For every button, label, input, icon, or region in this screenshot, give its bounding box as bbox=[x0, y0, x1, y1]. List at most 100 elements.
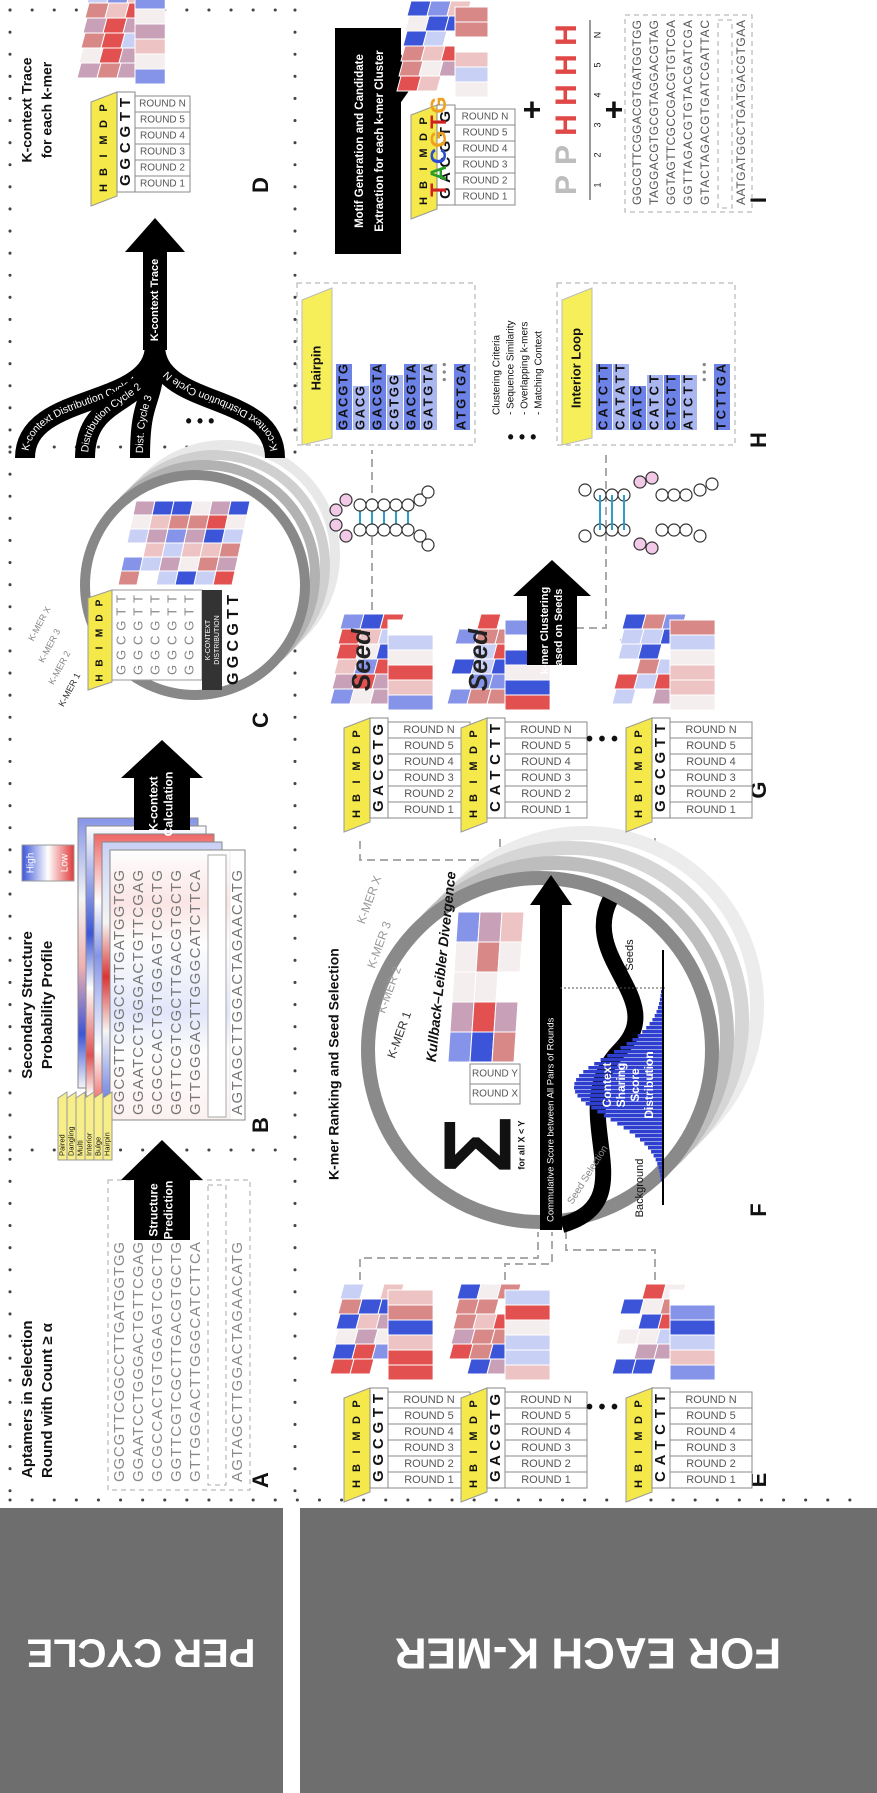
heat-side bbox=[670, 635, 715, 650]
histogram-bar bbox=[661, 994, 662, 998]
round-label: ROUND 2 bbox=[686, 788, 736, 800]
heat-cell bbox=[146, 529, 168, 543]
sequence: AGTAGCTTGGACTAGAACATG bbox=[229, 870, 246, 1115]
heat-cell bbox=[476, 942, 500, 972]
context-letter: D bbox=[633, 1416, 645, 1424]
histogram-bar bbox=[651, 1150, 662, 1154]
heat-cell bbox=[190, 501, 212, 515]
histogram-bar bbox=[627, 1042, 662, 1046]
nucleotide bbox=[680, 489, 692, 501]
logo-letter: A bbox=[426, 165, 451, 181]
heat-cell bbox=[448, 1032, 472, 1062]
round-label: ROUND 4 bbox=[521, 1426, 571, 1438]
logo-position: 5 bbox=[592, 62, 602, 67]
heat-side bbox=[670, 665, 715, 680]
heat-cell bbox=[194, 571, 216, 585]
arrow-head bbox=[125, 218, 185, 252]
round-label: ROUND 5 bbox=[462, 128, 507, 139]
nucleotide bbox=[579, 484, 591, 496]
histogram-bar bbox=[661, 1178, 662, 1182]
histogram-bar bbox=[620, 1046, 662, 1050]
heat-cell bbox=[156, 571, 178, 585]
heat-cell bbox=[492, 1032, 516, 1062]
histogram-bar bbox=[659, 1002, 662, 1006]
connector bbox=[505, 1232, 552, 1280]
panel-letter: I bbox=[746, 197, 771, 203]
context-letter: I bbox=[351, 780, 363, 783]
context-letter: H bbox=[468, 810, 480, 818]
round-label: ROUND 3 bbox=[140, 147, 185, 158]
context-letter: P bbox=[468, 730, 480, 737]
sum-range: for all X < Y bbox=[516, 1120, 526, 1169]
panel-letter: D bbox=[248, 177, 273, 193]
heat-side bbox=[670, 1350, 715, 1365]
heat-side bbox=[135, 54, 165, 69]
heat-side bbox=[670, 1335, 715, 1350]
heat-cell bbox=[159, 557, 181, 571]
context-letter: P bbox=[95, 599, 106, 606]
heat-cell bbox=[209, 501, 231, 515]
round-label: ROUND N bbox=[403, 1394, 454, 1406]
heat-cell bbox=[184, 529, 206, 543]
arrow-label: Calculation bbox=[162, 772, 176, 837]
context-name: Interior bbox=[84, 1132, 93, 1156]
heat-side bbox=[388, 1365, 433, 1380]
heat-side bbox=[388, 1290, 433, 1305]
histogram-bar bbox=[661, 990, 662, 994]
nucleotide bbox=[646, 542, 658, 554]
context-letter: B bbox=[95, 659, 106, 666]
context-letter: P bbox=[468, 1400, 480, 1407]
plus: + bbox=[523, 91, 542, 127]
histogram-bar bbox=[632, 1038, 662, 1042]
histogram-bar bbox=[659, 1166, 662, 1170]
heat-side bbox=[505, 1350, 550, 1365]
heat-cell bbox=[143, 543, 165, 557]
sequence: GTACTAGACGTGATCGATTAC bbox=[698, 20, 712, 205]
nucleotide bbox=[354, 524, 366, 536]
heat-side bbox=[135, 69, 165, 84]
context-letter: H bbox=[418, 197, 430, 205]
heat-cell bbox=[162, 543, 184, 557]
heat-side bbox=[388, 680, 433, 695]
round-label: ROUND 1 bbox=[404, 1474, 454, 1486]
criteria-label: - Matching Context bbox=[534, 331, 545, 415]
round-label: ROUND 2 bbox=[404, 788, 454, 800]
distribution-label: Score bbox=[628, 1068, 642, 1102]
histogram-bar bbox=[655, 1014, 662, 1018]
fork-trace-label: K-context Trace bbox=[149, 259, 161, 342]
context-letter: P bbox=[351, 730, 363, 737]
ellipsis: • • • bbox=[186, 411, 215, 431]
round-label: ROUND 1 bbox=[686, 1474, 736, 1486]
logo-position: 3 bbox=[592, 122, 602, 127]
sequence: GTTGGGACTTGGGCATCTTCA bbox=[187, 1242, 204, 1482]
nucleotide bbox=[390, 524, 402, 536]
logo-letter: H bbox=[550, 114, 583, 136]
cluster-title: Interior Loop bbox=[568, 328, 583, 408]
round-label: ROUND 4 bbox=[521, 756, 571, 768]
heat-cell bbox=[203, 529, 225, 543]
heat-cell bbox=[470, 1032, 494, 1062]
sequence-gap bbox=[718, 20, 732, 208]
heat-side bbox=[505, 1335, 550, 1350]
heat-cell bbox=[168, 515, 190, 529]
heat-side bbox=[388, 1335, 433, 1350]
context-letter: D bbox=[95, 614, 106, 621]
heat-cell bbox=[124, 543, 146, 557]
nucleotide bbox=[634, 538, 646, 550]
legend-label: Low bbox=[60, 853, 71, 872]
round-label: ROUND 5 bbox=[404, 740, 454, 752]
figure: PER CYCLEFOR EACH K-MERABCDEFGHIAptamers… bbox=[0, 0, 877, 1793]
nucleotide bbox=[390, 499, 402, 511]
sequence: TAGGACGTGCGTAGGACGTAG bbox=[647, 20, 661, 205]
context-letter: M bbox=[351, 1431, 363, 1440]
histogram-bar bbox=[652, 1018, 662, 1022]
heat-cell bbox=[197, 557, 219, 571]
background-label: Background bbox=[634, 1159, 646, 1218]
heat-cell bbox=[228, 501, 250, 515]
histogram-bar bbox=[640, 1138, 662, 1142]
round-label: ROUND N bbox=[403, 724, 454, 736]
heat-cell bbox=[219, 543, 241, 557]
heat-cell bbox=[222, 529, 244, 543]
round-label: ROUND 3 bbox=[521, 772, 571, 784]
connector bbox=[566, 1232, 655, 1280]
